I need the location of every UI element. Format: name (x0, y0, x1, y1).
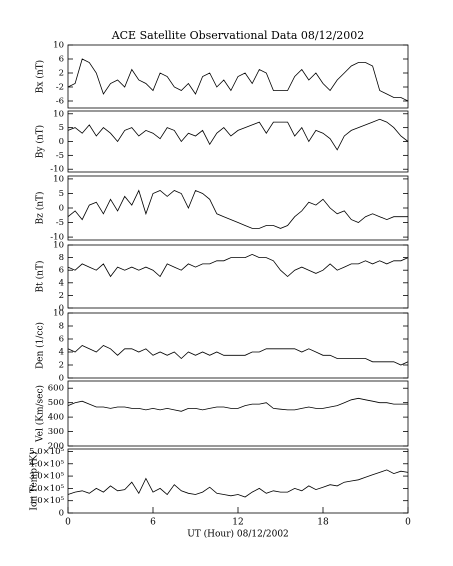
y-tick-label: 5 (59, 123, 64, 133)
panel-frame (67, 244, 409, 309)
y-tick-label: 6 (59, 55, 64, 65)
y-tick-label: 1.0×10⁵ (29, 496, 64, 506)
y-axis-label: Bt (nT) (35, 261, 46, 293)
panel-frame (67, 380, 409, 447)
y-tick-label: -10 (50, 165, 64, 175)
panel-frame (67, 312, 409, 379)
y-tick-label: -6 (56, 97, 64, 107)
y-tick-label: 10 (53, 309, 64, 319)
y-tick-label: 0 (59, 374, 64, 384)
x-tick-label: 0 (65, 518, 71, 528)
y-tick-label: 0 (59, 137, 64, 147)
y-tick-label: 400 (48, 413, 64, 423)
chart-title: ACE Satellite Observational Data 08/12/2… (111, 29, 365, 42)
y-tick-label: 4.0×10⁵ (29, 459, 64, 469)
y-axis-label: Bz (nT) (35, 191, 46, 224)
y-tick-label: 3.0×10⁵ (29, 472, 64, 482)
data-line (67, 118, 409, 151)
y-tick-label: 0 (59, 204, 64, 214)
y-tick-label: 2 (59, 361, 64, 371)
data-line (67, 253, 409, 278)
y-tick-label: 300 (48, 427, 64, 437)
data-line (67, 469, 409, 498)
y-axis-label: Ion Temp (K) (29, 451, 40, 510)
panel-frame (67, 110, 409, 173)
y-tick-label: 600 (48, 384, 64, 394)
x-tick-label: 18 (317, 518, 329, 528)
y-axis-label: Vel (Km/sec) (35, 385, 46, 443)
x-axis-label: UT (Hour) 08/12/2002 (187, 529, 289, 540)
y-tick-label: 10 (53, 41, 64, 51)
y-tick-label: -10 (50, 233, 64, 243)
y-tick-label: 200 (48, 442, 64, 452)
y-axis-label: Bx (nT) (35, 60, 46, 93)
y-tick-label: -2 (56, 83, 64, 93)
y-axis-label: By (nT) (35, 125, 46, 158)
y-tick-label: 10 (53, 174, 64, 184)
y-tick-label: 8 (59, 253, 64, 263)
y-tick-label: 2.0×10⁵ (29, 484, 64, 494)
y-tick-label: 0 (59, 304, 64, 314)
data-line (67, 345, 409, 366)
x-tick-label: 0 (405, 518, 411, 528)
y-tick-label: 8 (59, 322, 64, 332)
y-tick-label: -5 (56, 218, 64, 228)
y-tick-label: 2 (59, 291, 64, 301)
y-tick-label: 6 (59, 335, 64, 345)
y-axis-label: Den (1/cc) (35, 322, 46, 369)
y-tick-label: 6 (59, 266, 64, 276)
y-tick-label: 4 (59, 348, 64, 358)
y-tick-label: 2 (59, 69, 64, 79)
panel-frame (67, 44, 409, 109)
x-tick-label: 6 (150, 518, 156, 528)
y-tick-label: 500 (48, 398, 64, 408)
panel-frame (67, 448, 409, 514)
data-line (67, 58, 409, 102)
y-tick-label: 10 (53, 241, 64, 251)
y-tick-label: 4 (59, 278, 64, 288)
y-tick-label: -5 (56, 151, 64, 161)
data-line (67, 189, 408, 229)
y-tick-label: 5.0×10⁵ (29, 447, 64, 457)
data-line (67, 397, 408, 412)
y-tick-label: 5 (59, 189, 64, 199)
y-tick-label: 0 (59, 509, 64, 519)
y-tick-label: 10 (53, 109, 64, 119)
x-tick-label: 12 (232, 518, 243, 528)
